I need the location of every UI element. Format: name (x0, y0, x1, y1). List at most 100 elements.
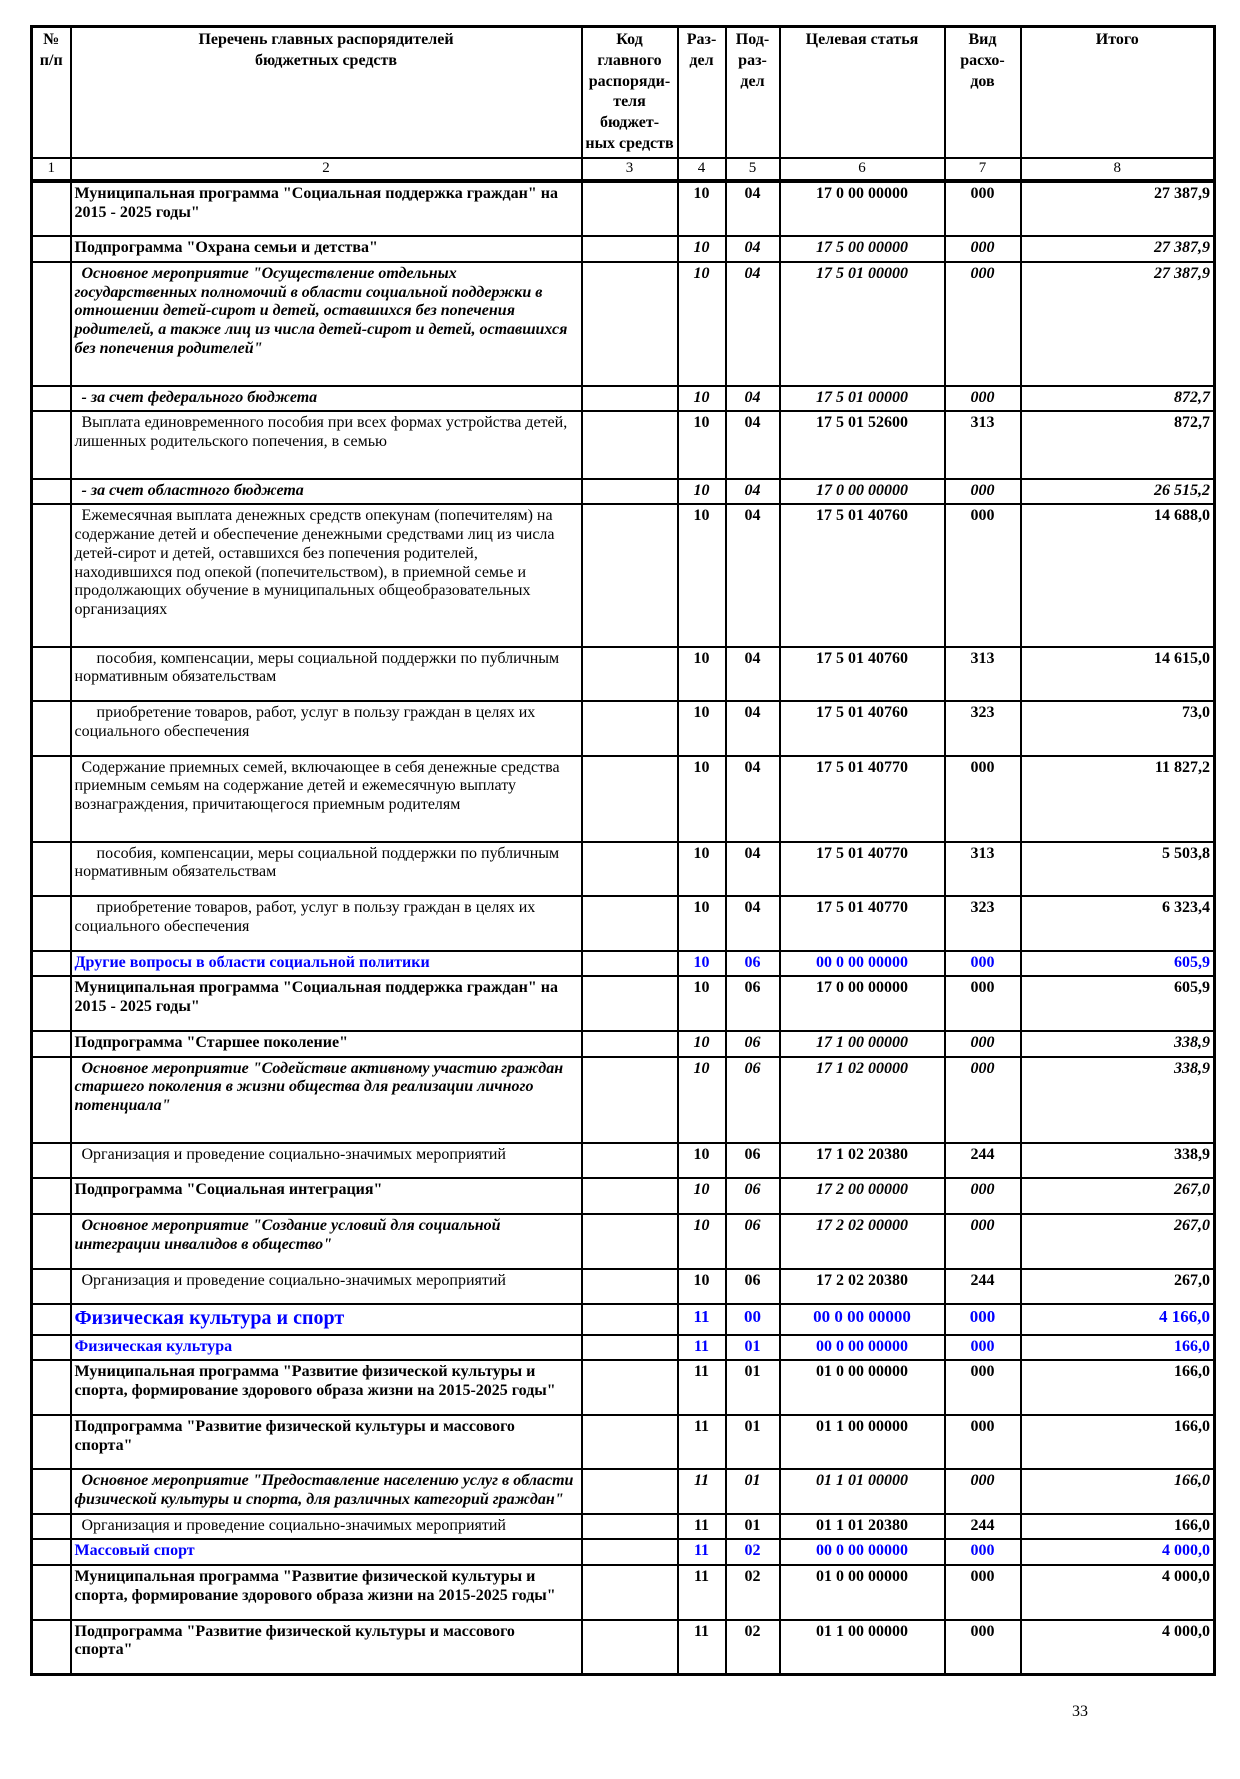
cell-razdel: 10 (676, 949, 727, 978)
cell-vid-rashodov: 000 (943, 1618, 1022, 1676)
cell-grbs-code (580, 1538, 679, 1567)
table-row: Муниципальная программа "Социальная подд… (30, 975, 1216, 1032)
cell-name: Муниципальная программа "Развитие физиче… (69, 1359, 583, 1416)
cell-podrazdel: 02 (724, 1538, 781, 1567)
cell-name: Основное мероприятие "Содействие активно… (69, 1055, 583, 1144)
cell-podrazdel: 06 (724, 1055, 781, 1144)
cell-podrazdel: 04 (724, 700, 781, 757)
table-row: пособия, компенсации, меры социальной по… (30, 840, 1216, 898)
cell-vid-rashodov: 000 (943, 1564, 1022, 1621)
cell-name: приобретение товаров, работ, услуг в пол… (69, 895, 583, 952)
cell-index (30, 477, 72, 506)
cell-grbs-code (580, 975, 679, 1032)
column-number: 3 (580, 156, 679, 183)
cell-itogo: 166,0 (1019, 1359, 1216, 1416)
cell-vid-rashodov: 244 (943, 1267, 1022, 1306)
header-name-column: Перечень главных распорядителей бюджетны… (69, 25, 583, 159)
cell-podrazdel: 06 (724, 1029, 781, 1058)
cell-target-article: 17 2 02 00000 (778, 1213, 946, 1270)
cell-razdel: 11 (676, 1468, 727, 1515)
cell-podrazdel: 04 (724, 179, 781, 238)
cell-razdel: 10 (676, 477, 727, 506)
cell-grbs-code (580, 840, 679, 898)
cell-grbs-code (580, 1055, 679, 1144)
cell-grbs-code (580, 700, 679, 757)
cell-name: Ежемесячная выплата денежных средств опе… (69, 503, 583, 648)
document-page: { "page_number": "33", "colors": { "sect… (0, 25, 1240, 1779)
header-vid-rashodov-column: Вид расхо- дов (943, 25, 1022, 159)
cell-razdel: 10 (676, 1267, 727, 1306)
cell-name: Физическая культура и спорт (69, 1303, 583, 1336)
cell-vid-rashodov: 000 (943, 754, 1022, 843)
cell-vid-rashodov: 323 (943, 700, 1022, 757)
cell-grbs-code (580, 1213, 679, 1270)
cell-grbs-code (580, 384, 679, 413)
cell-vid-rashodov: 323 (943, 895, 1022, 952)
cell-itogo: 267,0 (1019, 1213, 1216, 1270)
table-row: Физическая культура и спорт 11 00 00 0 0… (30, 1303, 1216, 1336)
cell-name: Муниципальная программа "Развитие физиче… (69, 1564, 583, 1621)
cell-index (30, 1055, 72, 1144)
cell-name: Основное мероприятие "Создание условий д… (69, 1213, 583, 1270)
cell-podrazdel: 06 (724, 1213, 781, 1270)
table-row: Подпрограмма "Охрана семьи и детства" 10… (30, 235, 1216, 263)
table-row: Основное мероприятие "Содействие активно… (30, 1055, 1216, 1144)
table-row: - за счет федерального бюджета 10 04 17 … (30, 384, 1216, 413)
cell-podrazdel: 06 (724, 975, 781, 1032)
cell-itogo: 27 387,9 (1019, 235, 1216, 263)
cell-target-article: 17 5 01 40770 (778, 754, 946, 843)
table-row: Подпрограмма "Старшее поколение" 10 06 1… (30, 1029, 1216, 1058)
cell-vid-rashodov: 000 (943, 1177, 1022, 1216)
cell-podrazdel: 01 (724, 1413, 781, 1471)
table-row: Подпрограмма "Социальная интеграция" 10 … (30, 1177, 1216, 1216)
cell-target-article: 17 1 02 00000 (778, 1055, 946, 1144)
cell-podrazdel: 06 (724, 1267, 781, 1306)
cell-itogo: 5 503,8 (1019, 840, 1216, 898)
cell-podrazdel: 02 (724, 1618, 781, 1676)
cell-vid-rashodov: 000 (943, 1029, 1022, 1058)
cell-grbs-code (580, 949, 679, 978)
cell-name: Основное мероприятие "Осуществление отде… (69, 260, 583, 387)
table-row: Организация и проведение социально-значи… (30, 1141, 1216, 1180)
cell-index (30, 645, 72, 703)
cell-razdel: 10 (676, 1213, 727, 1270)
table-row: Ежемесячная выплата денежных средств опе… (30, 503, 1216, 648)
cell-razdel: 10 (676, 1055, 727, 1144)
cell-index (30, 1564, 72, 1621)
cell-grbs-code (580, 1564, 679, 1621)
cell-grbs-code (580, 503, 679, 648)
table-row: - за счет областного бюджета 10 04 17 0 … (30, 477, 1216, 506)
cell-grbs-code (580, 235, 679, 263)
cell-target-article: 01 1 01 00000 (778, 1468, 946, 1515)
cell-name: - за счет федерального бюджета (69, 384, 583, 413)
cell-vid-rashodov: 000 (943, 1413, 1022, 1471)
cell-vid-rashodov: 000 (943, 1333, 1022, 1362)
cell-name: пособия, компенсации, меры социальной по… (69, 645, 583, 703)
table-row: Выплата единовременного пособия при всех… (30, 410, 1216, 480)
table-body: Муниципальная программа "Социальная подд… (30, 179, 1216, 1676)
cell-vid-rashodov: 000 (943, 1538, 1022, 1567)
cell-itogo: 872,7 (1019, 410, 1216, 480)
cell-vid-rashodov: 000 (943, 949, 1022, 978)
cell-itogo: 4 166,0 (1019, 1303, 1216, 1336)
cell-target-article: 17 1 02 20380 (778, 1141, 946, 1180)
cell-razdel: 10 (676, 410, 727, 480)
cell-index (30, 1333, 72, 1362)
table-row: Физическая культура 11 01 00 0 00 00000 … (30, 1333, 1216, 1362)
cell-index (30, 975, 72, 1032)
table-row: Другие вопросы в области социальной поли… (30, 949, 1216, 978)
cell-grbs-code (580, 1618, 679, 1676)
cell-index (30, 1303, 72, 1336)
cell-vid-rashodov: 313 (943, 410, 1022, 480)
cell-target-article: 17 0 00 00000 (778, 477, 946, 506)
cell-target-article: 01 0 00 00000 (778, 1564, 946, 1621)
header-target-article-column: Целевая статья (778, 25, 946, 159)
cell-podrazdel: 04 (724, 384, 781, 413)
header-grbs-code-column: Код главного распоряди- теля бюджет- ных… (580, 25, 679, 159)
cell-vid-rashodov: 000 (943, 260, 1022, 387)
cell-podrazdel: 04 (724, 410, 781, 480)
cell-index (30, 754, 72, 843)
cell-name: Организация и проведение социально-значи… (69, 1512, 583, 1541)
cell-grbs-code (580, 1333, 679, 1362)
cell-name: приобретение товаров, работ, услуг в пол… (69, 700, 583, 757)
